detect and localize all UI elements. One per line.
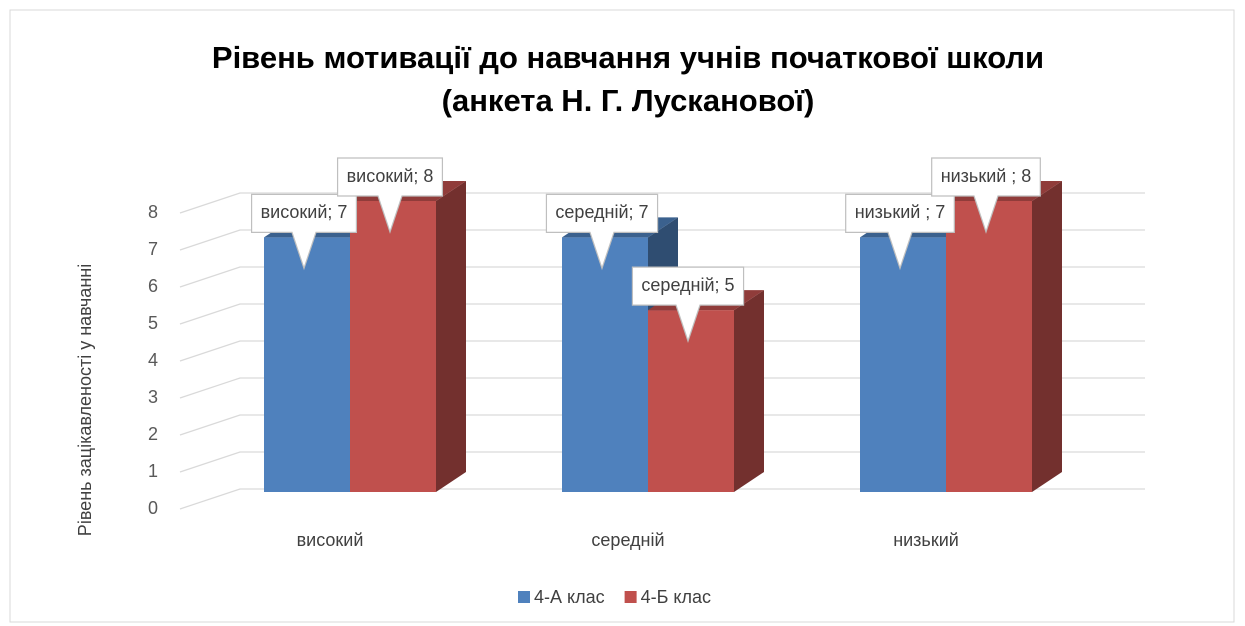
data-label: високий; 8 — [347, 166, 434, 186]
grid-line — [179, 229, 1145, 251]
grid-line — [179, 192, 1145, 214]
bar — [946, 181, 1062, 492]
x-tick-label: середній — [591, 530, 664, 550]
bar-front — [350, 201, 436, 492]
legend-swatch — [624, 591, 637, 603]
y-tick-label: 2 — [148, 424, 158, 444]
data-label-callout: низький ; 8 — [931, 157, 1041, 234]
grid-line — [179, 488, 1145, 510]
data-label: низький ; 8 — [941, 166, 1032, 186]
data-label-callout: низький ; 7 — [845, 193, 955, 271]
x-tick-label: високий — [297, 530, 364, 550]
callout-box — [336, 157, 444, 234]
bar-side — [734, 290, 764, 492]
data-label: низький ; 7 — [855, 202, 946, 222]
callout-box — [845, 193, 955, 271]
chart-title: (анкета Н. Г. Лусканової) — [442, 83, 815, 118]
data-label: середній; 7 — [555, 202, 648, 222]
callout-box — [250, 193, 358, 271]
data-label: високий; 7 — [261, 202, 348, 222]
y-tick-label: 3 — [148, 387, 158, 407]
callout-box — [545, 193, 659, 271]
legend-swatch — [518, 591, 530, 603]
bar — [648, 290, 764, 492]
y-tick-label: 5 — [148, 313, 158, 333]
bar-side — [1032, 181, 1062, 492]
bar — [350, 181, 466, 492]
chart-title: Рівень мотивації до навчання учнів почат… — [212, 40, 1044, 75]
callout-box — [631, 266, 745, 344]
y-tick-label: 1 — [148, 461, 158, 481]
legend-label: 4-Б клас — [641, 587, 711, 607]
grid-line — [179, 266, 1145, 288]
data-label: середній; 5 — [641, 275, 734, 295]
y-tick-label: 6 — [148, 276, 158, 296]
grid-line — [179, 414, 1145, 436]
bar-front — [860, 237, 946, 492]
data-label-callout: середній; 7 — [545, 193, 659, 271]
grid-line — [179, 303, 1145, 325]
data-label-callout: середній; 5 — [631, 266, 745, 344]
data-label-callout: високий; 7 — [250, 193, 358, 271]
bar-front — [946, 201, 1032, 492]
y-tick-label: 0 — [148, 498, 158, 518]
grid-line — [179, 377, 1145, 399]
bar-front — [264, 237, 350, 492]
y-tick-label: 7 — [148, 239, 158, 259]
bar-front — [648, 310, 734, 492]
grid-line — [179, 340, 1145, 362]
bar-side — [436, 181, 466, 492]
data-label-callout: високий; 8 — [336, 157, 444, 234]
legend-label: 4-А клас — [534, 587, 605, 607]
callout-box — [931, 157, 1041, 234]
x-tick-label: низький — [893, 530, 959, 550]
grid-line — [179, 451, 1145, 473]
y-tick-label: 8 — [148, 202, 158, 222]
y-axis-title: Рівень зацікавленості у навчанні — [75, 264, 95, 536]
y-tick-label: 4 — [148, 350, 158, 370]
